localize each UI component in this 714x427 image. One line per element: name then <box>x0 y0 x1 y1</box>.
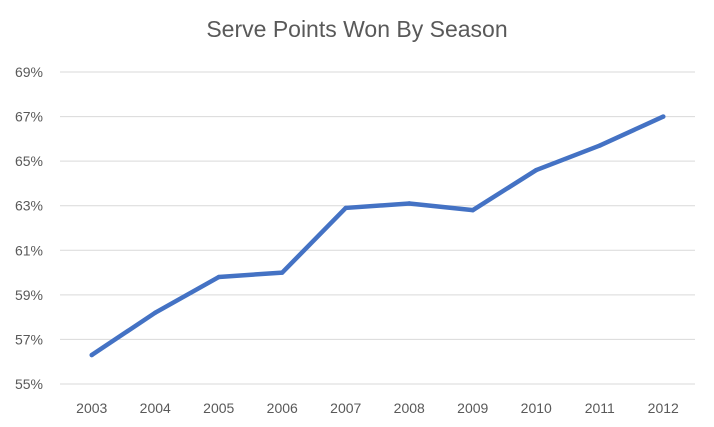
data-point <box>343 205 348 211</box>
data-point <box>407 201 412 206</box>
data-point <box>534 167 539 173</box>
y-tick-label: 67% <box>15 109 43 125</box>
y-tick-label: 59% <box>15 287 43 303</box>
gridlines <box>60 71 695 385</box>
y-axis-tick-labels: 55% 57% 59% 61% 63% 65% 67% 69% <box>15 64 43 392</box>
chart-title: Serve Points Won By Season <box>206 16 508 42</box>
x-tick-label: 2012 <box>648 400 679 416</box>
y-tick-label: 69% <box>15 64 43 80</box>
series-line <box>89 114 666 358</box>
y-tick-label: 63% <box>15 198 43 214</box>
data-point <box>89 352 94 358</box>
x-tick-label: 2007 <box>330 400 361 416</box>
x-tick-label: 2011 <box>585 400 615 416</box>
x-tick-label: 2010 <box>521 400 552 416</box>
y-tick-label: 61% <box>15 242 43 258</box>
x-tick-label: 2004 <box>140 400 171 416</box>
y-tick-label: 55% <box>15 376 43 392</box>
x-tick-label: 2008 <box>394 400 425 416</box>
data-point <box>597 143 602 148</box>
x-tick-label: 2003 <box>76 400 107 416</box>
y-tick-label: 57% <box>15 331 43 347</box>
data-point <box>153 310 158 315</box>
x-axis-tick-labels: 2003 2004 2005 2006 2007 2008 2009 2010 2011 2012 <box>76 400 679 416</box>
data-point <box>470 207 475 213</box>
series-layer <box>89 114 666 358</box>
data-point <box>280 270 285 275</box>
data-point <box>216 274 221 280</box>
data-point <box>661 114 666 119</box>
x-tick-label: 2006 <box>267 400 298 416</box>
y-tick-label: 65% <box>15 153 43 169</box>
x-tick-label: 2009 <box>457 400 488 416</box>
x-tick-label: 2005 <box>203 400 234 416</box>
